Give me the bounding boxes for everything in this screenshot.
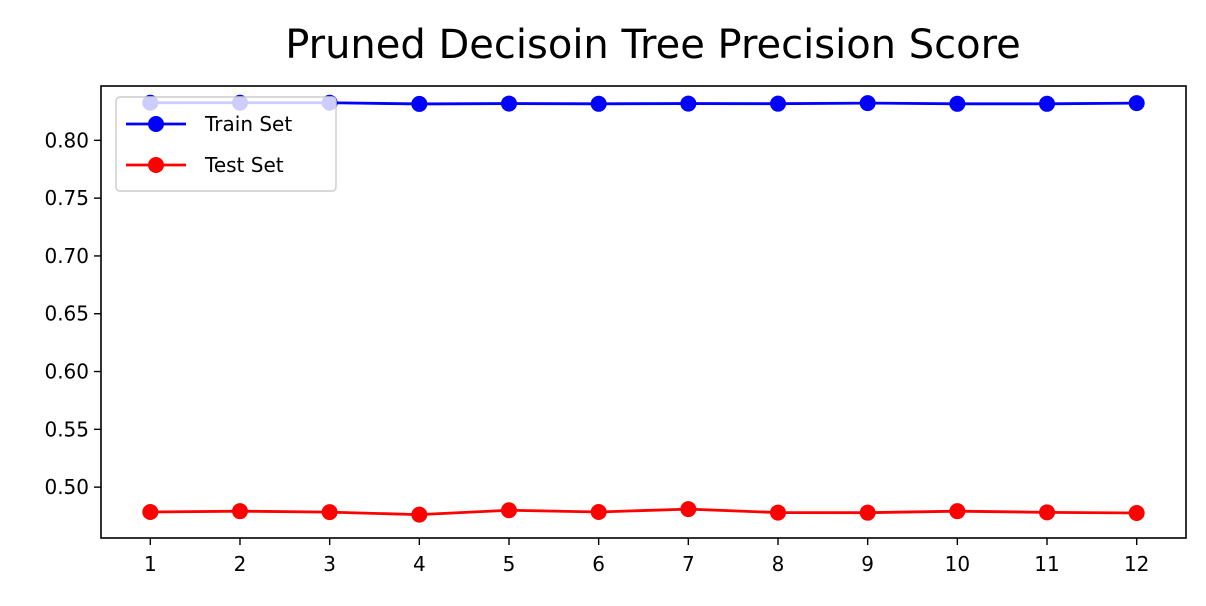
data-point	[321, 504, 338, 521]
legend-marker	[148, 157, 164, 173]
y-tick-label: 0.75	[44, 186, 89, 210]
data-point	[949, 95, 966, 112]
plot-area: 1 2 3 4 5 6 7 8 9 10 11 120.500.550.600.650.700.750…	[44, 85, 1187, 576]
y-tick-label: 0.50	[44, 475, 89, 499]
x-tick-label: 10	[945, 552, 970, 576]
legend-box	[115, 96, 337, 192]
plot-frame	[100, 85, 1187, 539]
data-point	[142, 503, 159, 520]
legend-label: Train Set	[204, 112, 292, 136]
y-tick-label: 0.55	[44, 417, 89, 441]
legend-marker	[148, 116, 164, 132]
x-tick-label: 8	[772, 552, 785, 576]
x-tick-label: 11	[1034, 552, 1059, 576]
x-tick-label: 12	[1124, 552, 1149, 576]
x-tick-label: 4	[413, 552, 426, 576]
y-tick-label: 0.65	[44, 302, 89, 326]
data-point	[500, 502, 517, 519]
data-point	[949, 503, 966, 520]
x-tick-label: 3	[323, 552, 336, 576]
data-point	[590, 503, 607, 520]
data-point	[770, 95, 787, 112]
data-point	[859, 95, 876, 112]
data-point	[1039, 504, 1056, 521]
x-tick-label: 6	[592, 552, 605, 576]
y-tick-label: 0.60	[44, 360, 89, 384]
series-line-1	[150, 507, 1137, 517]
data-point	[411, 95, 428, 112]
y-tick-label: 0.70	[44, 244, 89, 268]
data-point	[859, 504, 876, 521]
y-tick-label: 0.80	[44, 128, 89, 152]
data-point	[411, 506, 428, 523]
data-point	[1128, 95, 1145, 112]
x-tick-label: 1	[144, 552, 157, 576]
data-point	[1039, 95, 1056, 112]
chart-title: Pruned Decisoin Tree Precision Score	[285, 22, 1021, 68]
x-tick-label: 9	[861, 552, 874, 576]
x-tick-label: 5	[503, 552, 516, 576]
legend-label: Test Set	[204, 153, 284, 177]
data-point	[680, 501, 697, 518]
data-point	[231, 503, 248, 520]
data-point	[1128, 505, 1145, 522]
data-point	[680, 95, 697, 112]
data-point	[590, 95, 607, 112]
data-point	[770, 504, 787, 521]
x-tick-label: 7	[682, 552, 695, 576]
x-tick-label: 2	[234, 552, 247, 576]
data-point	[500, 95, 517, 112]
